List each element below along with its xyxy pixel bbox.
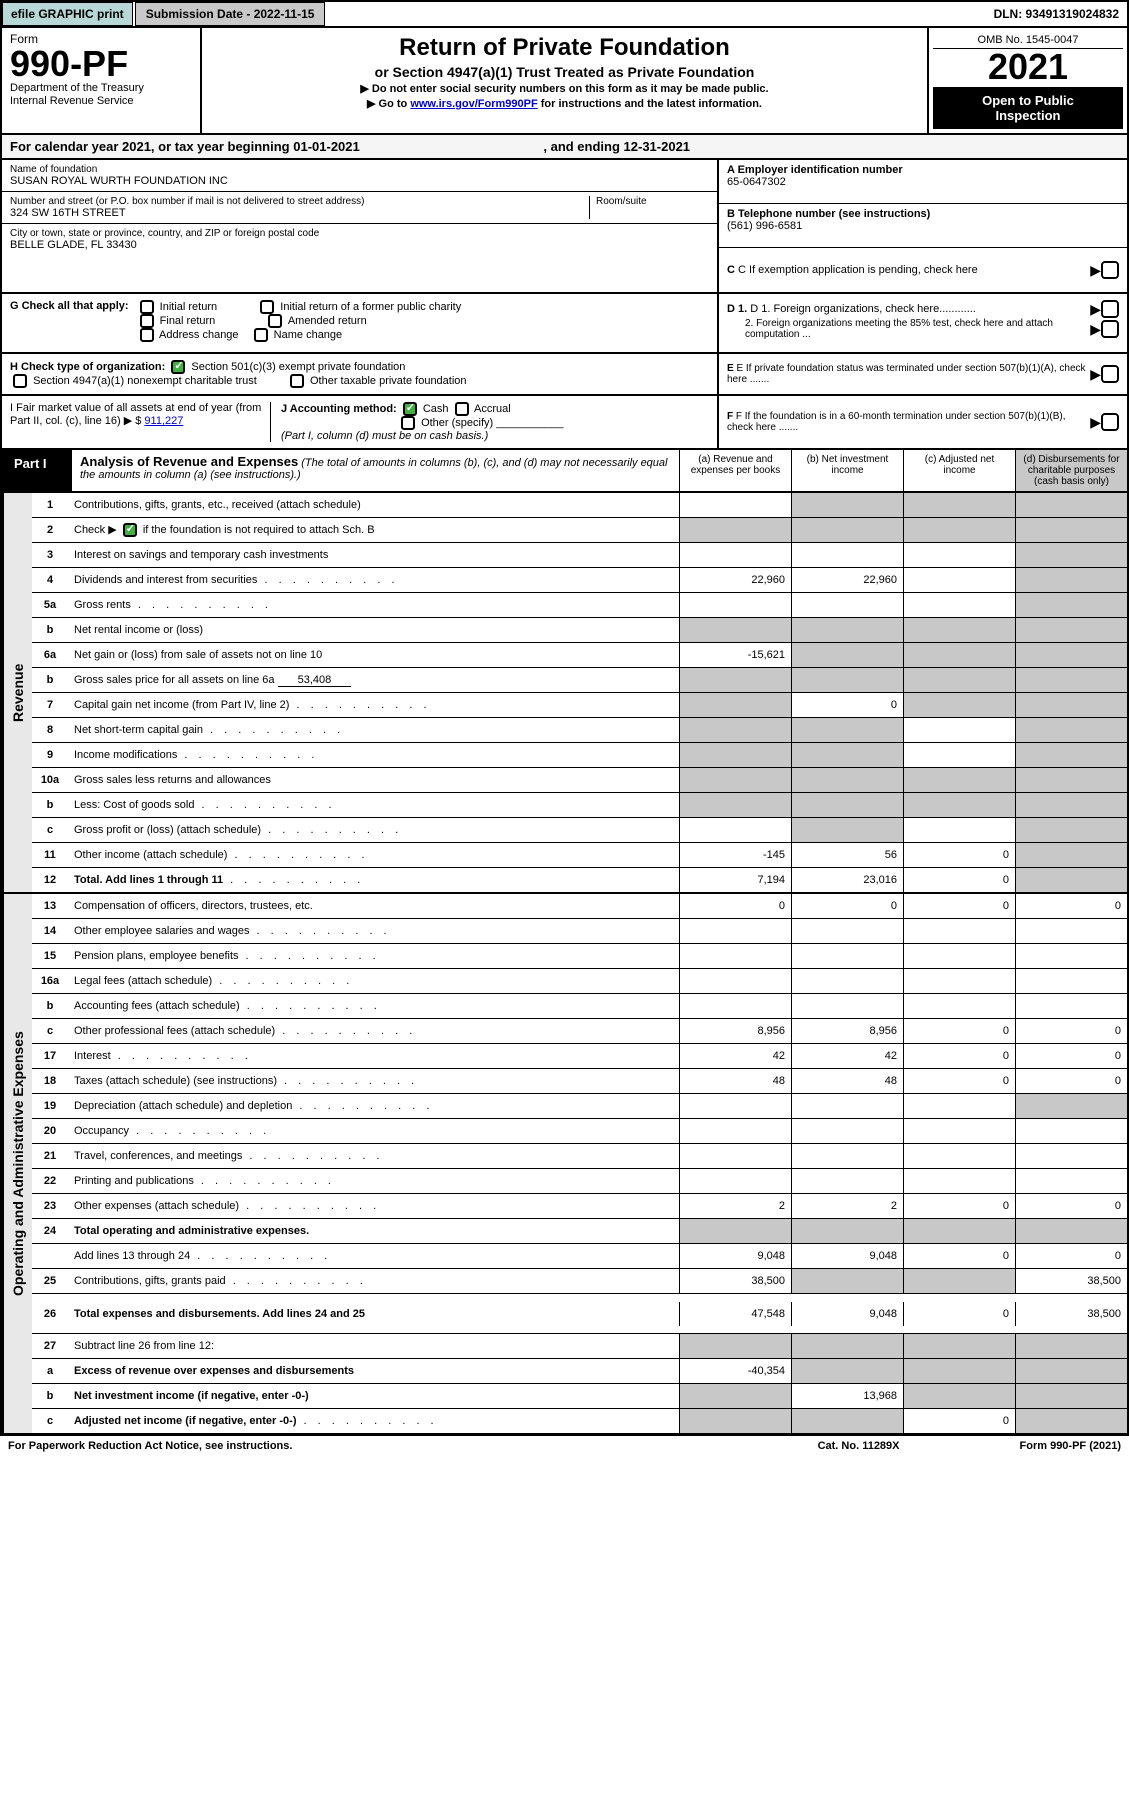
4947a1-checkbox[interactable]: [13, 374, 27, 388]
col-b-header: (b) Net investment income: [791, 450, 903, 491]
page-title: Return of Private Foundation: [222, 34, 907, 62]
60month-checkbox[interactable]: [1101, 413, 1119, 431]
exemption-checkbox[interactable]: [1101, 261, 1119, 279]
initial-public-charity-checkbox[interactable]: [260, 300, 274, 314]
form-number: 990-PF: [10, 46, 192, 82]
revenue-side-label: Revenue: [2, 493, 32, 892]
expenses-side-label: Operating and Administrative Expenses: [2, 894, 32, 1433]
dln-label: DLN: 93491319024832: [986, 3, 1127, 25]
ssn-warning: ▶ Do not enter social security numbers o…: [222, 82, 907, 95]
other-taxable-checkbox[interactable]: [290, 374, 304, 388]
paperwork-notice: For Paperwork Reduction Act Notice, see …: [8, 1440, 292, 1452]
tax-year: 2021: [933, 49, 1123, 85]
open-public-badge: Open to PublicInspection: [933, 87, 1123, 129]
calendar-year-row: For calendar year 2021, or tax year begi…: [0, 135, 1129, 160]
foreign-85pct-checkbox[interactable]: [1101, 320, 1119, 338]
foundation-name-row: Name of foundation SUSAN ROYAL WURTH FOU…: [2, 160, 717, 192]
name-change-checkbox[interactable]: [254, 328, 268, 342]
ein-row: A Employer identification number 65-0647…: [719, 160, 1127, 204]
terminated-checkbox[interactable]: [1101, 365, 1119, 383]
title-block: Return of Private Foundation or Section …: [202, 28, 927, 133]
catalog-number: Cat. No. 11289X: [818, 1440, 900, 1452]
initial-return-checkbox[interactable]: [140, 300, 154, 314]
phone-row: B Telephone number (see instructions) (5…: [719, 204, 1127, 248]
foreign-org-checkbox[interactable]: [1101, 300, 1119, 318]
col-c-header: (c) Adjusted net income: [903, 450, 1015, 491]
col-d-header: (d) Disbursements for charitable purpose…: [1015, 450, 1127, 491]
address-row: Number and street (or P.O. box number if…: [2, 192, 717, 224]
instructions-link[interactable]: www.irs.gov/Form990PF: [410, 98, 537, 110]
form-id-block: Form 990-PF Department of the Treasury I…: [2, 28, 202, 133]
irs-label: Internal Revenue Service: [10, 95, 192, 108]
final-return-checkbox[interactable]: [140, 314, 154, 328]
dept-treasury: Department of the Treasury: [10, 82, 192, 95]
col-a-header: (a) Revenue and expenses per books: [679, 450, 791, 491]
cash-method-checkbox[interactable]: [403, 402, 417, 416]
fmv-link[interactable]: 911,227: [144, 415, 183, 427]
amended-return-checkbox[interactable]: [268, 314, 282, 328]
page-subtitle: or Section 4947(a)(1) Trust Treated as P…: [222, 64, 907, 80]
submission-date-label: Submission Date - 2022-11-15: [135, 2, 326, 26]
sch-b-checkbox[interactable]: [123, 523, 137, 537]
city-row: City or town, state or province, country…: [2, 224, 717, 255]
efile-print-button[interactable]: efile GRAPHIC print: [2, 2, 133, 26]
address-change-checkbox[interactable]: [140, 328, 154, 342]
year-block: OMB No. 1545-0047 2021 Open to PublicIns…: [927, 28, 1127, 133]
accrual-method-checkbox[interactable]: [455, 402, 469, 416]
other-method-checkbox[interactable]: [401, 416, 415, 430]
part-i-title: Analysis of Revenue and Expenses (The to…: [72, 450, 679, 491]
form-id-footer: Form 990-PF (2021): [1020, 1440, 1121, 1452]
instructions-note: ▶ Go to www.irs.gov/Form990PF for instru…: [222, 97, 907, 110]
501c3-checkbox[interactable]: [171, 360, 185, 374]
exemption-pending-row: C C If exemption application is pending,…: [719, 248, 1127, 292]
part-i-label: Part I: [2, 450, 72, 491]
